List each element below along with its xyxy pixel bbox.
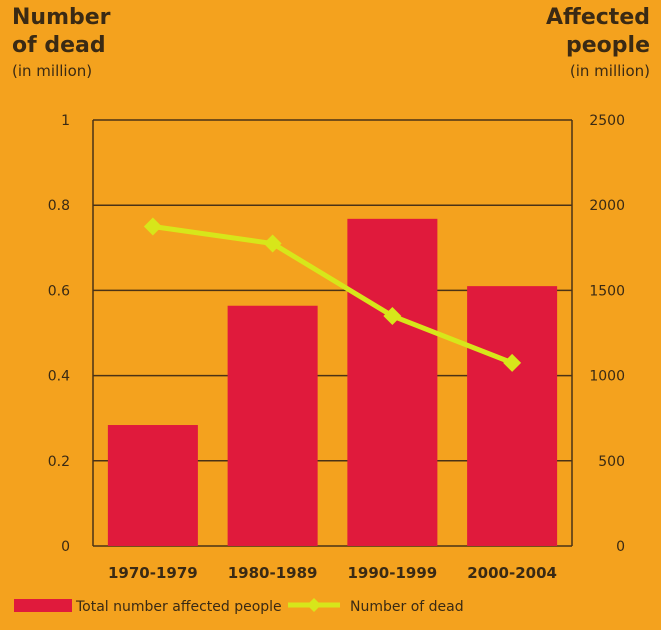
- dead-point-1970-1979: [143, 217, 162, 236]
- legend-line-label: Number of dead: [350, 599, 464, 615]
- left-tick-label: 1: [61, 113, 70, 129]
- line-series: [143, 217, 522, 372]
- legend: Total number affected people Number of d…: [14, 598, 464, 615]
- left-tick-label: 0.8: [48, 198, 70, 214]
- bar-1970-1979: [107, 425, 198, 546]
- left-tick-label: 0.6: [48, 283, 70, 299]
- right-axis-title-line1: Affected: [546, 5, 650, 30]
- category-label: 2000-2004: [467, 564, 557, 582]
- left-axis-title-line2: of dead: [12, 33, 106, 58]
- dead-point-2000-2004: [503, 353, 522, 372]
- tick-labels: 0 0.2 0.4 0.6 0.8 1 0 500 1000 1500 2000 2500: [48, 113, 625, 555]
- legend-bar-swatch: [14, 599, 72, 612]
- right-axis-title-line2: people: [566, 33, 650, 58]
- category-label: 1980-1989: [228, 564, 318, 582]
- right-tick-label: 500: [598, 454, 625, 470]
- right-tick-label: 1000: [589, 369, 625, 385]
- category-labels: 1970-1979 1980-1989 1990-1999 2000-2004: [108, 564, 557, 582]
- right-tick-label: 2000: [589, 198, 625, 214]
- bar-1990-1999: [347, 218, 438, 546]
- category-label: 1990-1999: [348, 564, 438, 582]
- dead-point-1990-1999: [383, 306, 402, 325]
- right-tick-label: 0: [616, 539, 625, 555]
- dead-point-1980-1989: [263, 234, 282, 253]
- right-tick-label: 1500: [589, 283, 625, 299]
- category-label: 1970-1979: [108, 564, 198, 582]
- left-tick-label: 0.4: [48, 369, 70, 385]
- dead-line: [152, 224, 514, 366]
- left-axis-title-line1: Number: [12, 5, 111, 30]
- right-axis-unit: (in million): [570, 62, 650, 80]
- bar-series: [107, 218, 558, 546]
- legend-bar-label: Total number affected people: [75, 599, 282, 615]
- bar-2000-2004: [467, 286, 558, 546]
- bar-1980-1989: [227, 305, 318, 546]
- legend-line-marker: [307, 598, 321, 612]
- left-tick-label: 0.2: [48, 454, 70, 470]
- right-tick-label: 2500: [589, 113, 625, 129]
- left-tick-label: 0: [61, 539, 70, 555]
- left-axis-unit: (in million): [12, 62, 92, 80]
